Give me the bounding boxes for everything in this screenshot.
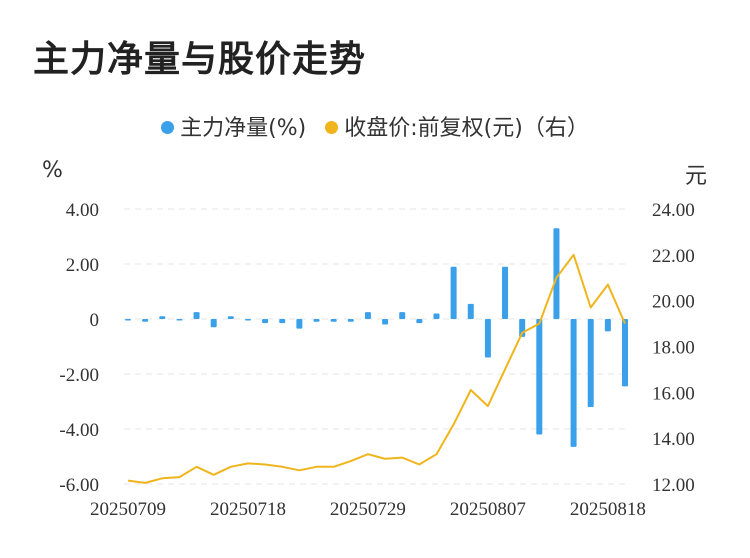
net-flow-bar[interactable] <box>399 312 406 319</box>
x-tick-label: 20250807 <box>450 499 526 520</box>
net-flow-bar[interactable] <box>262 319 269 324</box>
y-right-tick-label: 18.00 <box>652 338 695 359</box>
legend-label-net-flow: 主力净量(%) <box>180 116 307 141</box>
y-right-tick-label: 24.00 <box>652 200 695 221</box>
x-tick-label: 20250729 <box>330 499 406 520</box>
net-flow-bar[interactable] <box>330 319 337 322</box>
net-flow-bar[interactable] <box>364 312 371 319</box>
net-flow-bar[interactable] <box>622 319 628 387</box>
net-flow-bar[interactable] <box>176 319 183 321</box>
bar-series <box>125 228 628 447</box>
legend-dot-close-price <box>325 120 339 134</box>
net-flow-bar[interactable] <box>296 319 303 329</box>
net-flow-bar[interactable] <box>587 319 594 407</box>
right-axis-unit: 元 <box>685 164 708 189</box>
net-flow-bar[interactable] <box>244 319 251 321</box>
legend-item-close-price[interactable]: 收盘价:前复权(元)（右） <box>325 110 589 142</box>
net-flow-bar[interactable] <box>227 316 234 319</box>
net-flow-bar[interactable] <box>570 319 577 447</box>
y-right-tick-label: 14.00 <box>652 429 695 450</box>
net-flow-bar[interactable] <box>604 319 611 332</box>
y-right-tick-label: 16.00 <box>652 383 695 404</box>
y-right-tick-label: 20.00 <box>652 292 695 313</box>
x-tick-label: 20250818 <box>570 499 646 520</box>
y-left-tick-label: 2.00 <box>66 255 99 276</box>
y-left-tick-label: -6.00 <box>59 475 99 496</box>
chart-title: 主力净量与股价走势 <box>33 39 367 80</box>
net-flow-bar[interactable] <box>416 319 423 324</box>
axis-labels: 4.00 2.00 0 -2.00 -4.00 -6.00 24.00 22.00 20.00 1… <box>59 200 694 520</box>
left-axis-unit: % <box>42 158 63 183</box>
net-flow-bar[interactable] <box>484 319 491 358</box>
y-left-tick-label: -4.00 <box>59 420 99 441</box>
line-series <box>127 253 626 484</box>
y-right-tick-label: 12.00 <box>652 475 695 496</box>
net-flow-bar[interactable] <box>159 316 166 319</box>
net-flow-bar[interactable] <box>467 303 474 319</box>
x-tick-label: 20250718 <box>210 499 286 520</box>
y-left-tick-label: -2.00 <box>59 365 99 386</box>
y-left-tick-label: 4.00 <box>66 200 99 221</box>
legend-dot-net-flow <box>161 120 175 134</box>
y-right-tick-label: 22.00 <box>652 246 695 267</box>
net-flow-bar[interactable] <box>553 228 560 319</box>
net-flow-bar[interactable] <box>313 319 320 322</box>
y-left-tick-label: 0 <box>90 310 100 331</box>
net-flow-bar[interactable] <box>125 319 131 321</box>
net-flow-bar[interactable] <box>210 319 217 328</box>
legend-label-close-price: 收盘价:前复权(元)（右） <box>344 116 589 141</box>
legend-item-net-flow[interactable]: 主力净量(%) <box>161 110 306 142</box>
net-flow-bar[interactable] <box>142 319 149 322</box>
grid-lines <box>124 208 629 485</box>
chart-legend: 主力净量(%) 收盘价:前复权(元)（右） <box>0 110 750 142</box>
net-flow-bar[interactable] <box>536 319 543 435</box>
net-flow-bar[interactable] <box>450 266 457 319</box>
net-flow-bar[interactable] <box>279 319 286 324</box>
net-flow-bar[interactable] <box>433 313 440 320</box>
x-tick-label: 20250709 <box>90 499 166 520</box>
net-flow-bar[interactable] <box>193 312 200 319</box>
net-flow-bar[interactable] <box>502 266 509 319</box>
net-flow-bar[interactable] <box>382 319 389 325</box>
close-price-line[interactable] <box>127 253 626 484</box>
net-flow-bar[interactable] <box>347 319 354 322</box>
